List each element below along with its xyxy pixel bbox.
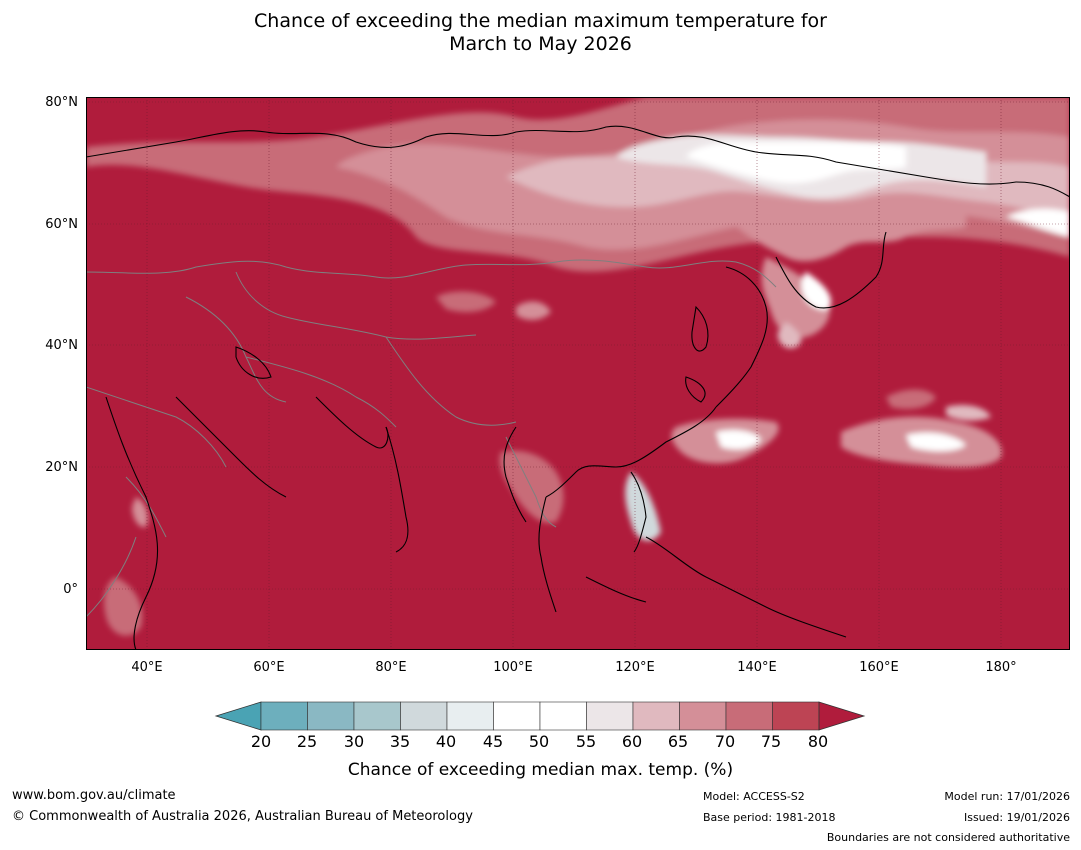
colorbar-segment (725, 701, 773, 731)
colorbar-segment (353, 701, 401, 731)
lon-tick-label: 80°E (375, 660, 407, 675)
lat-tick-label: 80°N (45, 95, 78, 110)
lon-tick-label: 160°E (859, 660, 899, 675)
lon-tick-label: 40°E (131, 660, 163, 675)
lon-tick-label: 100°E (493, 660, 533, 675)
footer-model-run: Model run: 17/01/2026 (944, 790, 1070, 803)
colorbar-segment (586, 701, 634, 731)
colorbar-tick: 40 (435, 732, 457, 751)
lat-tick-label: 40°N (45, 338, 78, 353)
lon-tick-label: 120°E (615, 660, 655, 675)
colorbar-tick: 75 (760, 732, 782, 751)
coastlines (86, 125, 1070, 650)
lat-tick-label: 20°N (45, 460, 78, 475)
colorbar-segment (446, 701, 494, 731)
colorbar-tick: 60 (621, 732, 643, 751)
colorbar-tick: 65 (667, 732, 689, 751)
footer-issued: Issued: 19/01/2026 (963, 811, 1070, 824)
lon-tick-label: 140°E (737, 660, 777, 675)
colorbar-tick: 30 (343, 732, 365, 751)
footer-url: www.bom.gov.au/climate (12, 788, 176, 803)
anomaly-west-pacific (671, 389, 1002, 468)
probability-map (86, 97, 1070, 650)
colorbar-segment (679, 701, 727, 731)
colorbar-tick: 70 (714, 732, 736, 751)
map-title-line2: March to May 2026 (449, 33, 632, 55)
colorbar-segment (539, 701, 587, 731)
map-title: Chance of exceeding the median maximum t… (0, 10, 1081, 56)
colorbar-tick: 20 (250, 732, 272, 751)
colorbar-tick: 55 (575, 732, 597, 751)
colorbar-arrow-low (214, 701, 262, 731)
colorbar-tick: 80 (807, 732, 829, 751)
colorbar-segment (493, 701, 541, 731)
colorbar-tick: 35 (389, 732, 411, 751)
lat-tick-label: 0° (63, 582, 78, 597)
colorbar-segment (260, 701, 308, 731)
colorbar-tick: 25 (296, 732, 318, 751)
colorbar (214, 701, 866, 731)
colorbar-segment (307, 701, 355, 731)
footer-base-period: Base period: 1981-2018 (703, 811, 836, 824)
anomaly-north-band (86, 97, 1070, 272)
footer-model: Model: ACCESS-S2 (703, 790, 805, 803)
lat-tick-label: 60°N (45, 217, 78, 232)
anomaly-okhotsk (761, 257, 831, 349)
colorbar-segment (632, 701, 680, 731)
anomaly-tropics (104, 291, 661, 636)
colorbar-tick: 50 (528, 732, 550, 751)
graticule (86, 97, 1070, 650)
footer-disclaimer: Boundaries are not considered authoritat… (826, 831, 1070, 844)
country-borders (86, 259, 777, 618)
colorbar-label: Chance of exceeding median max. temp. (%… (347, 760, 734, 780)
footer-copyright: © Commonwealth of Australia 2026, Austra… (12, 809, 473, 824)
map-title-line1: Chance of exceeding the median maximum t… (254, 10, 827, 32)
colorbar-tick: 45 (482, 732, 504, 751)
map-frame (86, 97, 1070, 650)
lon-tick-label: 60°E (253, 660, 285, 675)
colorbar-segment (772, 701, 820, 731)
colorbar-segment (400, 701, 448, 731)
colorbar-arrow-high (818, 701, 866, 731)
map-panel (86, 97, 1070, 650)
lon-tick-label: 180° (985, 660, 1017, 675)
